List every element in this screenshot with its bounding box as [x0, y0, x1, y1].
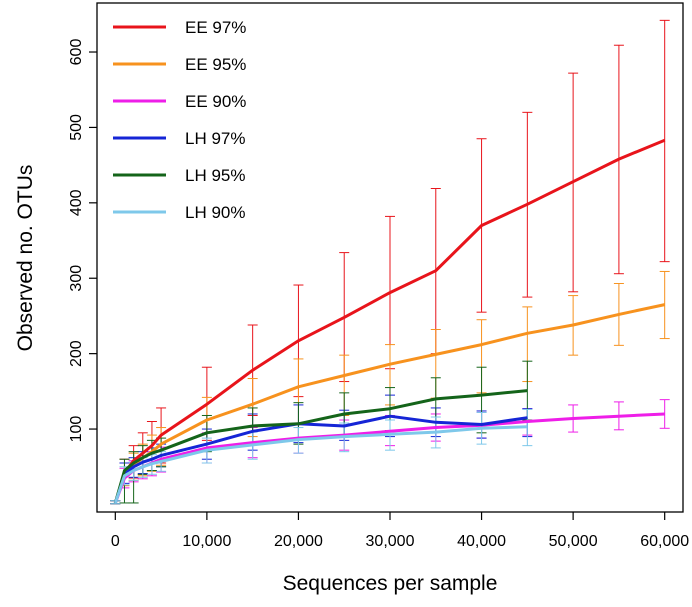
x-tick-label: 50,000 [549, 533, 598, 550]
y-tick-label: 200 [68, 340, 85, 367]
series-line-3 [113, 414, 528, 504]
y-tick-label: 400 [68, 189, 85, 216]
y-tick-label: 500 [68, 114, 85, 141]
legend-label: LH 90% [185, 203, 245, 222]
x-axis-label: Sequences per sample [283, 572, 498, 595]
legend-label: EE 90% [185, 92, 246, 111]
series-lines-layer [113, 138, 666, 504]
x-tick-label: 60,000 [640, 533, 689, 550]
series-line-4 [113, 389, 528, 504]
y-axis: 100 200 300 400 500 600 [68, 39, 97, 443]
x-tick-label: 10,000 [182, 533, 231, 550]
x-tick-label: 20,000 [274, 533, 323, 550]
y-axis-label: Observed no. OTUs [14, 165, 37, 352]
x-tick-label: 40,000 [457, 533, 506, 550]
y-tick-label: 300 [68, 265, 85, 292]
series-line-0 [113, 138, 666, 504]
y-tick-label: 600 [68, 39, 85, 66]
x-tick-label: 0 [111, 533, 120, 550]
series-line-5 [113, 425, 528, 504]
legend-label: EE 97% [185, 18, 246, 37]
x-axis: 0 10,000 20,000 30,000 40,000 50,000 60,000 [111, 512, 689, 550]
legend-label: LH 97% [185, 129, 245, 148]
x-tick-label: 30,000 [366, 533, 415, 550]
legend-label: EE 95% [185, 55, 246, 74]
legend-label: LH 95% [185, 166, 245, 185]
legend: EE 97% EE 95% EE 90% LH 97% LH 95% LH 90% [113, 18, 246, 222]
y-tick-label: 100 [68, 416, 85, 443]
